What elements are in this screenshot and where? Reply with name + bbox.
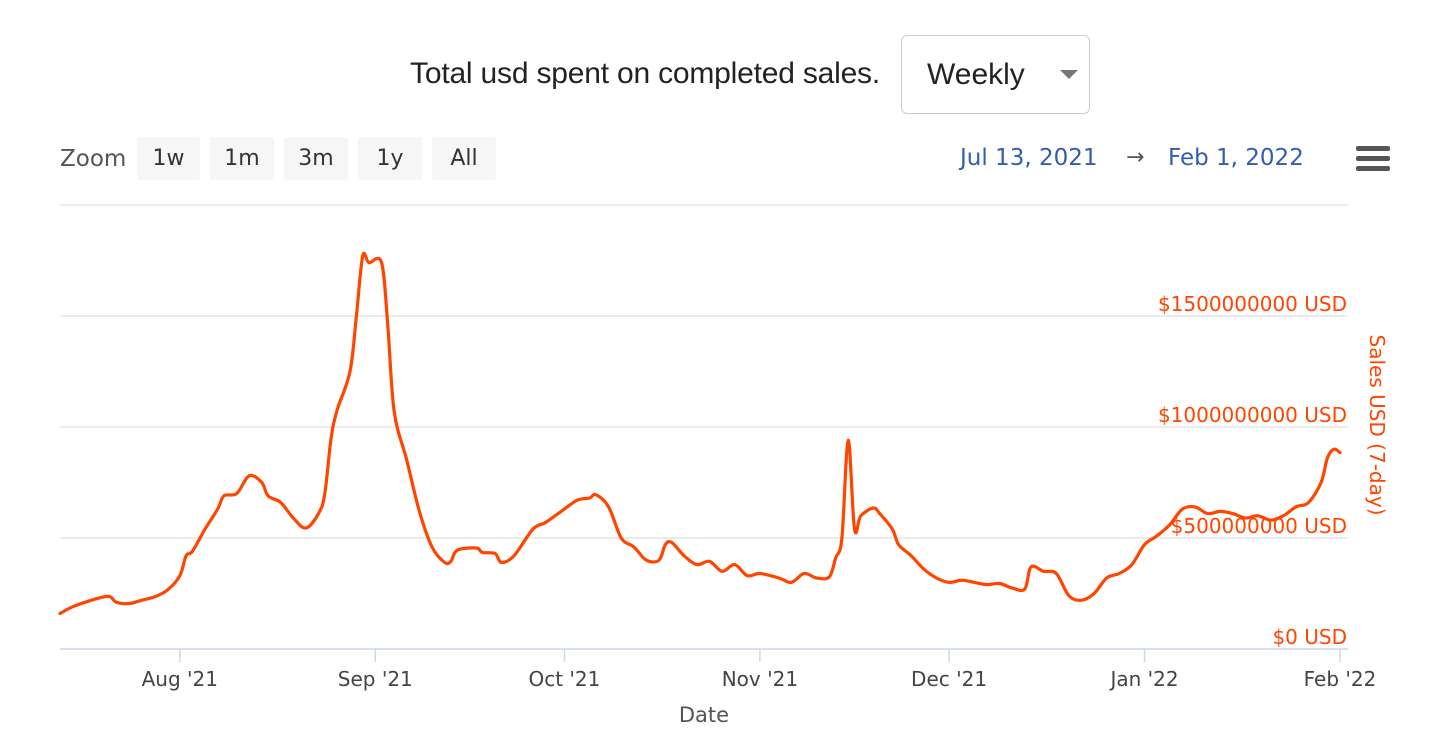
- x-tick-label: Nov '21: [722, 667, 798, 691]
- hamburger-menu-icon[interactable]: [1354, 143, 1392, 175]
- y-tick-label: $1500000000 USD: [1158, 292, 1347, 316]
- x-tick-label: Feb '22: [1304, 667, 1377, 691]
- zoom-1y-button[interactable]: 1y: [358, 137, 422, 180]
- y-tick-label: $1000000000 USD: [1158, 403, 1347, 427]
- period-select-value: Weekly: [927, 58, 1025, 91]
- period-select[interactable]: Weekly: [901, 35, 1090, 114]
- x-axis-title: Date: [679, 703, 729, 727]
- sales-series-line[interactable]: [58, 251, 1342, 616]
- range-arrow-icon: →: [1126, 145, 1145, 170]
- y-tick-label: $0 USD: [1272, 625, 1347, 649]
- chevron-down-icon: [1060, 70, 1078, 79]
- x-tick-label: Aug '21: [142, 667, 218, 691]
- range-from-date[interactable]: Jul 13, 2021: [960, 145, 1098, 171]
- zoom-all-button[interactable]: All: [432, 137, 496, 180]
- x-tick-label: Dec '21: [911, 667, 987, 691]
- x-tick-label: Sep '21: [338, 667, 413, 691]
- range-to-date[interactable]: Feb 1, 2022: [1168, 145, 1304, 171]
- x-tick-label: Jan '22: [1108, 667, 1178, 691]
- zoom-1w-button[interactable]: 1w: [137, 137, 200, 180]
- zoom-label: Zoom: [60, 146, 127, 172]
- y-axis-title: Sales USD (7-day): [1365, 334, 1389, 515]
- zoom-3m-button[interactable]: 3m: [284, 137, 348, 180]
- zoom-1m-button[interactable]: 1m: [210, 137, 274, 180]
- y-tick-label: $500000000 USD: [1171, 514, 1347, 538]
- chart-title: Total usd spent on completed sales.: [410, 57, 880, 90]
- x-tick-label: Oct '21: [528, 667, 600, 691]
